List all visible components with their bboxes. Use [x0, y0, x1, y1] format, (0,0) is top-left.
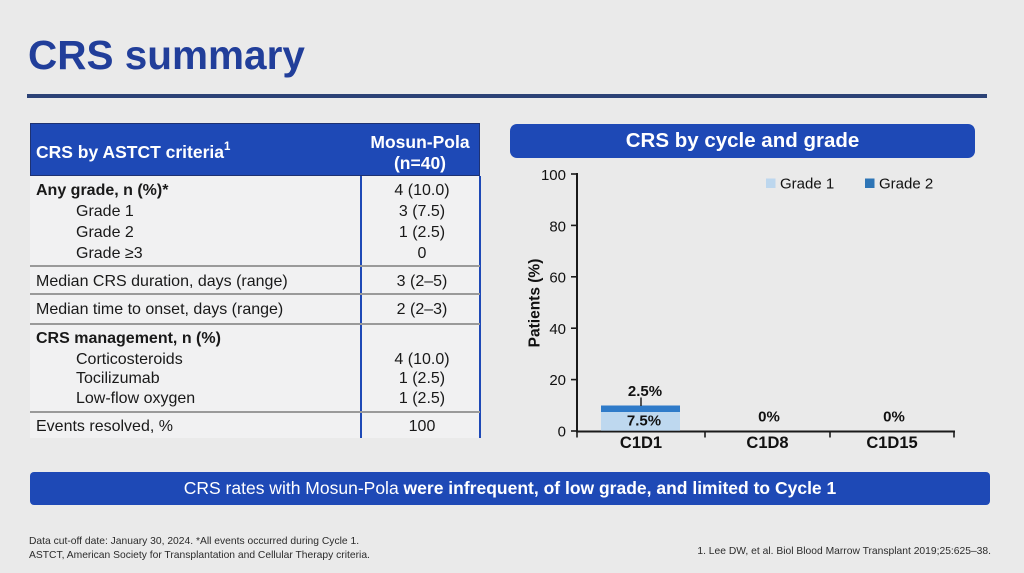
svg-text:0: 0 [558, 424, 566, 441]
svg-text:20: 20 [549, 372, 566, 389]
svg-text:Grade 2: Grade 2 [879, 176, 933, 193]
svg-text:7.5%: 7.5% [627, 413, 661, 430]
svg-text:C1D1: C1D1 [620, 434, 662, 452]
svg-text:Patients (%): Patients (%) [527, 259, 544, 348]
svg-text:Grade 1: Grade 1 [780, 176, 834, 193]
svg-text:2.5%: 2.5% [628, 383, 662, 400]
svg-text:100: 100 [541, 167, 566, 184]
svg-text:40: 40 [549, 321, 566, 338]
svg-text:60: 60 [549, 270, 566, 287]
svg-text:80: 80 [549, 218, 566, 235]
svg-text:0%: 0% [883, 409, 905, 426]
svg-text:C1D15: C1D15 [866, 434, 917, 452]
svg-text:C1D8: C1D8 [746, 434, 788, 452]
svg-text:0%: 0% [758, 409, 780, 426]
